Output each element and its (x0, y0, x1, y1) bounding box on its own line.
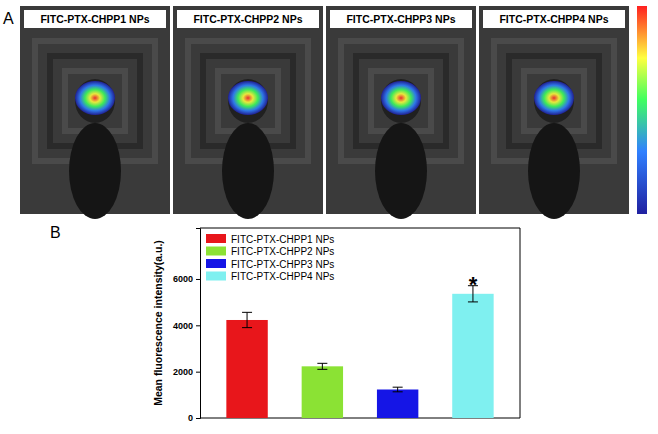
y-tick-mark (196, 279, 200, 280)
panel-letter: B (50, 224, 61, 241)
legend: FITC-PTX-CHPP1 NPsFITC-PTX-CHPP2 NPs FITC… (206, 234, 334, 283)
legend-swatch (206, 259, 226, 268)
bar (302, 366, 343, 418)
plot-frame (520, 228, 521, 418)
fluorescence-signal (381, 81, 421, 115)
bars (226, 286, 493, 418)
image-panel: FITC-PTX-CHPP4 NPs (479, 6, 629, 219)
mouse-head (75, 79, 115, 123)
mouse-head (534, 79, 574, 123)
y-tick: 6000 (173, 274, 200, 284)
legend-swatch (206, 234, 226, 243)
image-frame-square (524, 71, 584, 131)
image-label-box (24, 10, 166, 28)
mouse-head (381, 79, 421, 123)
image-label-box (483, 10, 625, 28)
color-bar (637, 6, 647, 214)
y-tick: 2000 (173, 367, 200, 377)
image-label: FITC-PTX-CHPP4 NPs (499, 13, 608, 25)
mouse-body (528, 123, 580, 219)
image-label-box (330, 10, 472, 28)
y-tick-mark (196, 418, 200, 419)
error-bar (393, 387, 403, 392)
legend-label: FITC-PTX-CHPP2 NPs (231, 246, 334, 257)
image-frame-square (218, 71, 278, 131)
y-tick-label: 0 (188, 413, 193, 423)
bar (452, 294, 493, 418)
legend-label: FITC-PTX-CHPP1 NPs (231, 234, 334, 245)
image-frame-square (371, 71, 431, 131)
image-panel: FITC-PTX-CHPP3 NPs (326, 6, 476, 219)
bar (377, 390, 418, 419)
image-label: FITC-PTX-CHPP1 NPs (40, 13, 149, 25)
legend-label: FITC-PTX-CHPP4 NPs (231, 271, 334, 282)
image-label: FITC-PTX-CHPP3 NPs (346, 13, 455, 25)
plot-frame (200, 228, 520, 229)
panel-letter: A (3, 10, 14, 27)
image-label: FITC-PTX-CHPP2 NPs (193, 13, 302, 25)
fluorescence-signal (228, 81, 268, 115)
y-tick: 0 (188, 413, 200, 423)
y-tick-label: 6000 (173, 274, 193, 284)
y-tick-mark (196, 372, 200, 373)
legend-label: FITC-PTX-CHPP3 NPs (231, 259, 334, 270)
mouse-body (375, 123, 427, 219)
y-axis-line (196, 229, 201, 419)
fluorescence-signal (75, 81, 115, 115)
image-frame-square (65, 71, 125, 131)
y-tick-label: 4000 (173, 321, 193, 331)
y-tick: 4000 (173, 321, 200, 331)
y-tick-label: 2000 (173, 367, 193, 377)
y-axis: 0 2000 4000 6000 (173, 229, 201, 424)
y-tick-mark (196, 325, 200, 326)
mouse-body (69, 123, 121, 219)
y-axis-title: Mean fluorescence intensity(a.u.) (152, 240, 164, 406)
legend-swatch (206, 272, 226, 281)
annotation: * (469, 272, 478, 297)
mouse-head (228, 79, 268, 123)
image-panel: FITC-PTX-CHPP1 NPs (20, 6, 170, 219)
image-panel: FITC-PTX-CHPP2 NPs (173, 6, 323, 219)
fluorescence-signal (534, 81, 574, 115)
image-label-box (177, 10, 319, 28)
mouse-body (222, 123, 274, 219)
error-bar (317, 363, 327, 369)
legend-swatch (206, 247, 226, 256)
error-bar (242, 312, 252, 327)
bar (226, 320, 267, 418)
